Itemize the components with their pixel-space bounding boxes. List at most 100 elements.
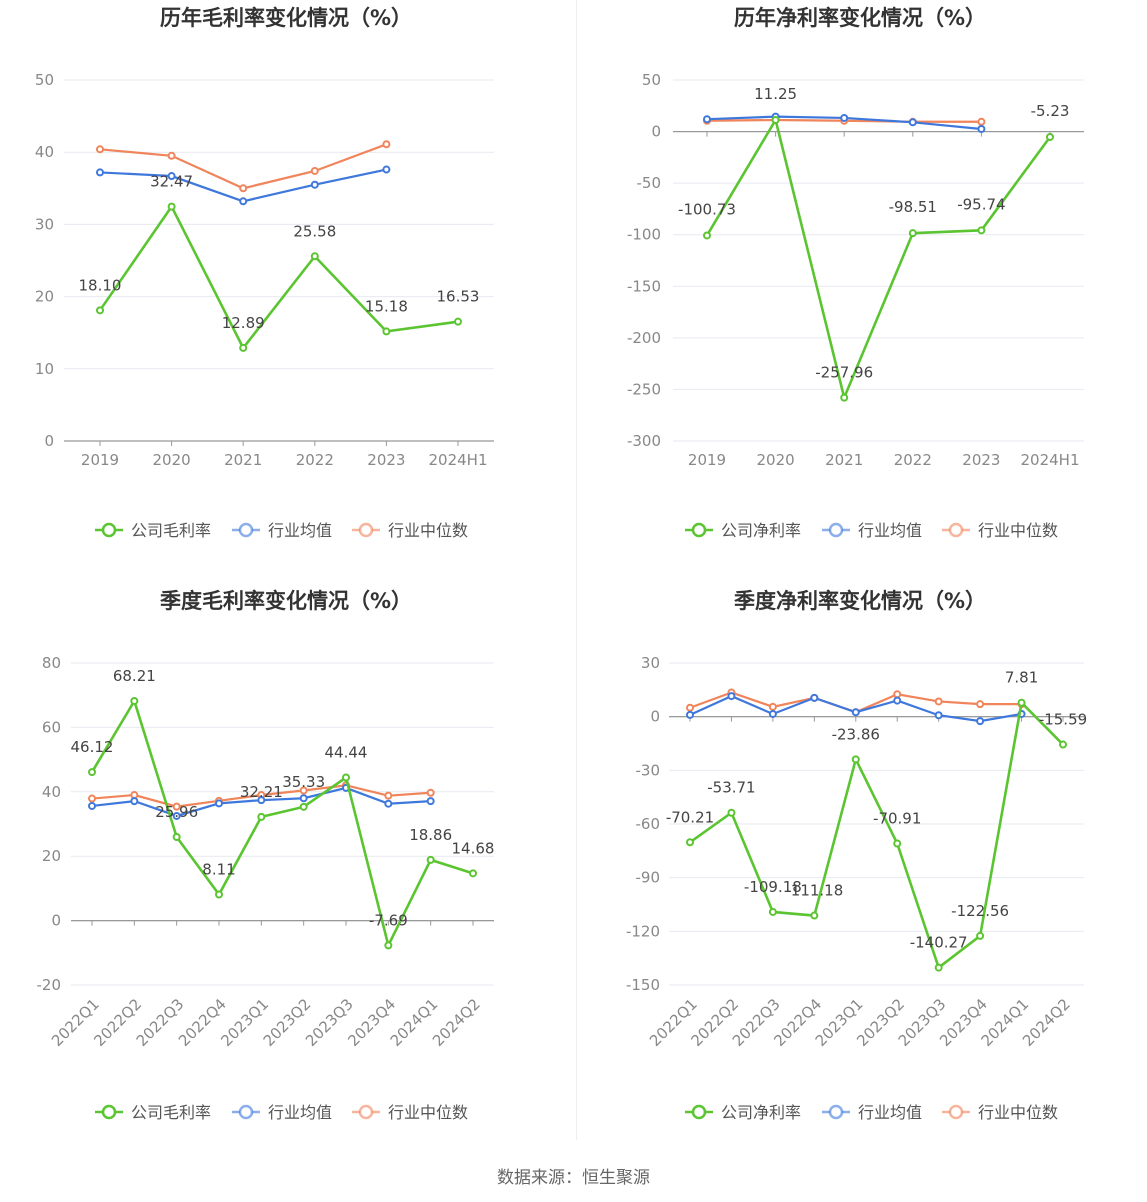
- data-point: [310, 166, 319, 175]
- legend-label: 公司毛利率: [131, 1103, 211, 1122]
- data-point: [88, 768, 96, 777]
- legend-marker: [358, 1104, 374, 1120]
- data-point: [172, 802, 181, 811]
- legend-marker: [358, 522, 374, 538]
- chart-svg: 季度净利率变化情况（%）-150-120-90-60-300302022Q120…: [626, 589, 1087, 1122]
- data-point: [893, 690, 902, 699]
- y-tick-label: -100: [627, 226, 661, 244]
- data-point: [893, 839, 902, 848]
- data-label: -53.71: [707, 779, 755, 797]
- data-point: [167, 172, 176, 181]
- y-tick-label: 60: [42, 718, 61, 736]
- legend-label: 行业均值: [858, 1103, 922, 1122]
- data-point: [840, 113, 849, 122]
- data-label: -109.18: [744, 878, 802, 896]
- data-point: [382, 327, 391, 336]
- x-tick-label: 2024H1: [429, 451, 488, 469]
- data-point: [1017, 698, 1026, 707]
- data-label: 44.44: [325, 744, 368, 762]
- chart-title: 季度净利率变化情况（%）: [734, 589, 986, 613]
- source-label: 数据来源：恒生聚源: [497, 1168, 650, 1188]
- y-tick-label: -90: [636, 869, 661, 887]
- x-tick-label: 2021: [825, 451, 863, 469]
- legend-label: 行业均值: [268, 1103, 332, 1122]
- legend-marker: [948, 522, 964, 538]
- data-label: -111.18: [785, 882, 843, 900]
- legend-label: 行业均值: [858, 521, 922, 540]
- data-point: [426, 788, 435, 797]
- y-tick-label: 30: [641, 654, 660, 672]
- data-point: [771, 115, 780, 124]
- legend-label: 行业中位数: [388, 521, 468, 540]
- chart-title: 历年毛利率变化情况（%）: [160, 6, 412, 30]
- legend-label: 公司毛利率: [131, 521, 211, 540]
- data-point: [934, 711, 943, 720]
- data-point: [976, 717, 985, 726]
- data-label: -5.23: [1031, 102, 1070, 120]
- data-point: [299, 802, 308, 811]
- data-point: [167, 202, 176, 211]
- legend-marker: [238, 522, 254, 538]
- data-point: [299, 786, 308, 795]
- x-tick-label: 2024Q2: [429, 995, 484, 1050]
- x-tick-label: 2020: [153, 451, 191, 469]
- y-tick-label: 40: [42, 783, 61, 801]
- series-line-company: [98, 204, 459, 351]
- data-point: [172, 833, 181, 842]
- data-point: [426, 855, 435, 864]
- legend-marker: [828, 522, 844, 538]
- data-point: [768, 709, 777, 718]
- data-label: 25.58: [293, 222, 336, 240]
- data-point: [768, 907, 777, 916]
- data-label: -100.73: [678, 200, 736, 218]
- data-point: [239, 343, 248, 352]
- y-tick-label: 30: [35, 215, 54, 233]
- x-tick-label: 2021: [224, 451, 262, 469]
- data-point: [88, 794, 96, 803]
- data-label: -23.86: [832, 725, 880, 743]
- data-label: 18.86: [409, 826, 452, 844]
- y-tick-label: 0: [650, 708, 660, 726]
- data-point: [977, 117, 986, 126]
- y-tick-label: 0: [44, 432, 54, 450]
- panel-divider: [576, 0, 577, 1140]
- data-point: [96, 168, 104, 177]
- data-point: [908, 118, 917, 127]
- y-tick-label: 20: [35, 288, 54, 306]
- data-label: 7.81: [1005, 669, 1038, 687]
- data-point: [310, 180, 319, 189]
- data-label: 46.12: [71, 738, 114, 756]
- y-tick-label: -250: [627, 380, 661, 398]
- data-point: [768, 702, 777, 711]
- y-tick-label: 50: [35, 71, 54, 89]
- data-label: 25.96: [155, 803, 198, 821]
- legend-label: 公司净利率: [721, 1103, 801, 1122]
- data-point: [1059, 740, 1067, 749]
- legend-label: 公司净利率: [721, 521, 801, 540]
- data-label: 14.68: [452, 839, 495, 857]
- data-label: -140.27: [910, 934, 968, 952]
- y-tick-label: -200: [627, 329, 661, 347]
- annual-gross-margin-chart: 历年毛利率变化情况（%） 0 10 20 30 40 50 2019 2020 2021 2022 2…: [0, 0, 576, 570]
- series-line-company: [689, 699, 1064, 970]
- data-label: -95.74: [957, 195, 1005, 213]
- data-point: [167, 151, 176, 160]
- data-label: 68.21: [113, 667, 156, 685]
- data-point: [384, 791, 393, 800]
- y-tick-label: 50: [642, 71, 661, 89]
- legend-label: 行业中位数: [978, 1103, 1058, 1122]
- data-point: [810, 911, 819, 920]
- legend-marker: [691, 522, 707, 538]
- data-point: [686, 838, 694, 847]
- data-point: [727, 692, 736, 701]
- quarterly-net-margin-chart: 季度净利率变化情况（%） -150 -120 -90 -60 -30 0 30 2022Q1 20…: [577, 580, 1147, 1150]
- data-point: [703, 115, 711, 124]
- data-point: [851, 755, 860, 764]
- data-label: -98.51: [889, 198, 937, 216]
- data-point: [130, 797, 139, 806]
- data-label: -70.21: [666, 808, 714, 826]
- data-point: [976, 700, 985, 709]
- data-point: [382, 165, 391, 174]
- x-tick-label: 2019: [688, 451, 726, 469]
- data-label: 18.10: [79, 276, 122, 294]
